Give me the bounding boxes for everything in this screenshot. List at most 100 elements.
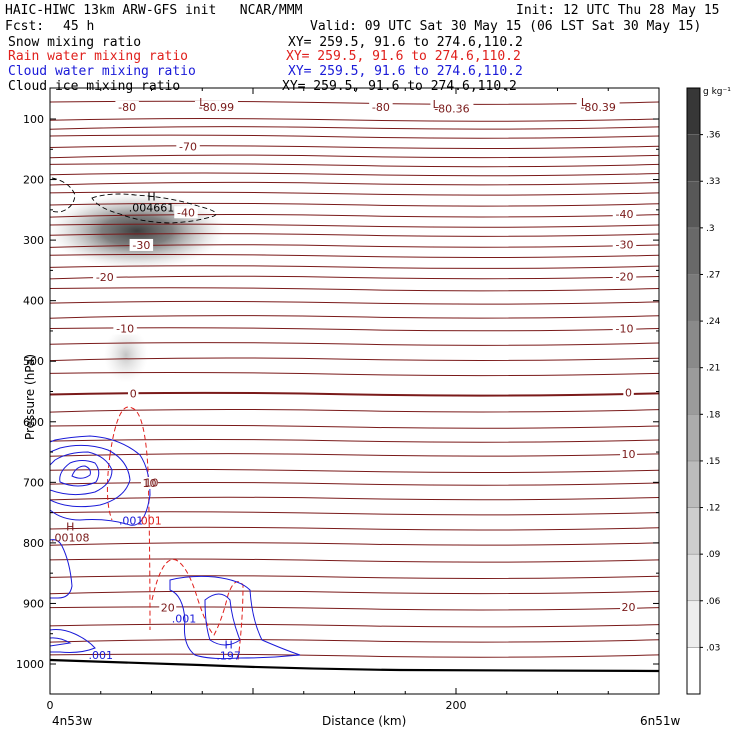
isotherm-line [50,468,659,474]
init-time: Init: 12 UTC Thu 28 May 15 [516,3,720,18]
cloud-ice-contour-left [50,177,76,213]
ice-max-marker: H [66,521,74,534]
isotherm-line [50,653,659,658]
contour-label-bg [576,100,620,113]
colorbar-tick-label: .09 [706,550,721,560]
colorbar-tick-label: .18 [706,410,721,420]
isotherm-label: -40 [177,206,195,219]
rain-label: .001 [137,514,162,527]
colorbar-tick-label: .24 [706,317,721,327]
field-name-rain: Rain water mixing ratio [8,49,189,64]
contour-label-bg [176,140,200,153]
isotherm-label: 20 [161,602,175,615]
cloud-water-max-marker: H [224,639,232,652]
colorbar-tick-label: .3 [706,224,715,234]
colorbar-swatch [686,460,701,508]
isotherm-line [50,342,659,346]
low-marker: L [581,96,588,109]
cloud-water-contours [50,435,301,660]
isotherm-line [50,453,659,457]
contour-label-bg [623,386,634,399]
isotherm-label: -80.99 [199,101,234,114]
colorbar-tick-label: .12 [706,504,720,514]
contour-label-bg [194,100,238,113]
isotherm-line [50,639,659,643]
colorbar-swatch [686,367,701,415]
forecast-label: Fcst: [5,19,45,34]
isotherm-label: -30 [616,238,634,251]
contour-label-bg [612,208,637,221]
cloud-ice-contour-upper [91,193,217,224]
field-name-cloud-water: Cloud water mixing ratio [8,64,196,79]
low-marker: L [433,98,440,111]
isotherm-line [50,391,659,397]
contour-label-bg [620,447,638,460]
isotherm-label: -20 [96,271,114,284]
isotherm-line [50,202,659,207]
isotherm-line [50,542,659,546]
y-tick-label: 800 [23,537,44,550]
contour-label-bg [115,100,139,113]
isotherm-label: 10 [142,477,156,490]
contour-label-bg [93,271,117,284]
isotherm-line [50,315,659,319]
isotherm-label: 0 [130,387,137,400]
colorbar-tick-label: .06 [706,597,721,607]
isotherm-line [50,163,659,168]
isotherm-line [50,575,659,579]
rain-contour-inner [106,454,113,521]
isotherm-line [50,606,659,611]
isotherm-line [50,154,659,159]
field-xy-rain: XY= 259.5, 91.6 to 274.6,110.2 [286,49,521,64]
isotherm-line [50,357,659,362]
isotherm-label: 20 [622,601,636,614]
y-tick-label: 400 [23,295,44,308]
isotherm-line [50,172,659,177]
cloud-water-max-value: .197 [216,650,241,663]
isotherm-line [50,623,659,628]
terrain-line [50,658,659,673]
field-xy-cloud-ice: XY= 259.5, 91.6 to 274.6,110.2 [282,79,517,94]
colorbar-swatch [686,600,701,648]
isotherm-label: -80 [372,101,390,114]
y-tick-label: 200 [23,174,44,187]
y-tick-label: 500 [23,355,44,368]
contour-label-bg [612,238,637,251]
field-name-cloud-ice: Cloud ice mixing ratio [8,79,181,94]
isotherm-line [50,118,659,122]
colorbar-tick-label: .36 [706,131,721,141]
isotherm-label: -80.39 [580,101,615,114]
isotherm-line [50,181,659,186]
colorbar-swatch [686,227,701,275]
isotherm-line [50,233,659,237]
isotherm-line [50,134,659,139]
contour-label-bg [113,322,137,335]
isotherm-line [50,191,659,196]
isotherm-label: -70 [179,140,197,153]
y-tick-label: 1000 [16,658,44,671]
snow-shading-mid [104,327,148,383]
x-tick-label: 200 [446,699,467,712]
isotherm-line [50,253,659,259]
x-axis-title: Distance (km) [322,714,407,728]
isotherm-label: 10 [622,448,636,461]
contour-label-bg [129,238,154,251]
contour-label-bg [430,102,474,115]
colorbar-tick-label: .15 [706,457,720,467]
contour-label-bg [140,476,158,489]
isotherm-line [50,287,659,292]
isotherm-line [50,372,659,377]
y-tick-label: 300 [23,234,44,247]
colorbar-swatch [686,180,701,229]
x-tick-label: 0 [47,699,54,712]
model-title: HAIC-HIWC 13km ARW-GFS init NCAR/MMM [5,3,303,18]
colorbar-swatch [686,507,701,555]
field-name-snow: Snow mixing ratio [8,35,142,50]
contour-label-bg [174,206,198,219]
isotherm-line [50,300,659,305]
isotherm-line [50,496,659,501]
cloud-water-label: .001 [119,514,144,527]
plot-frame [49,87,660,695]
contour-label-bg [127,387,139,400]
